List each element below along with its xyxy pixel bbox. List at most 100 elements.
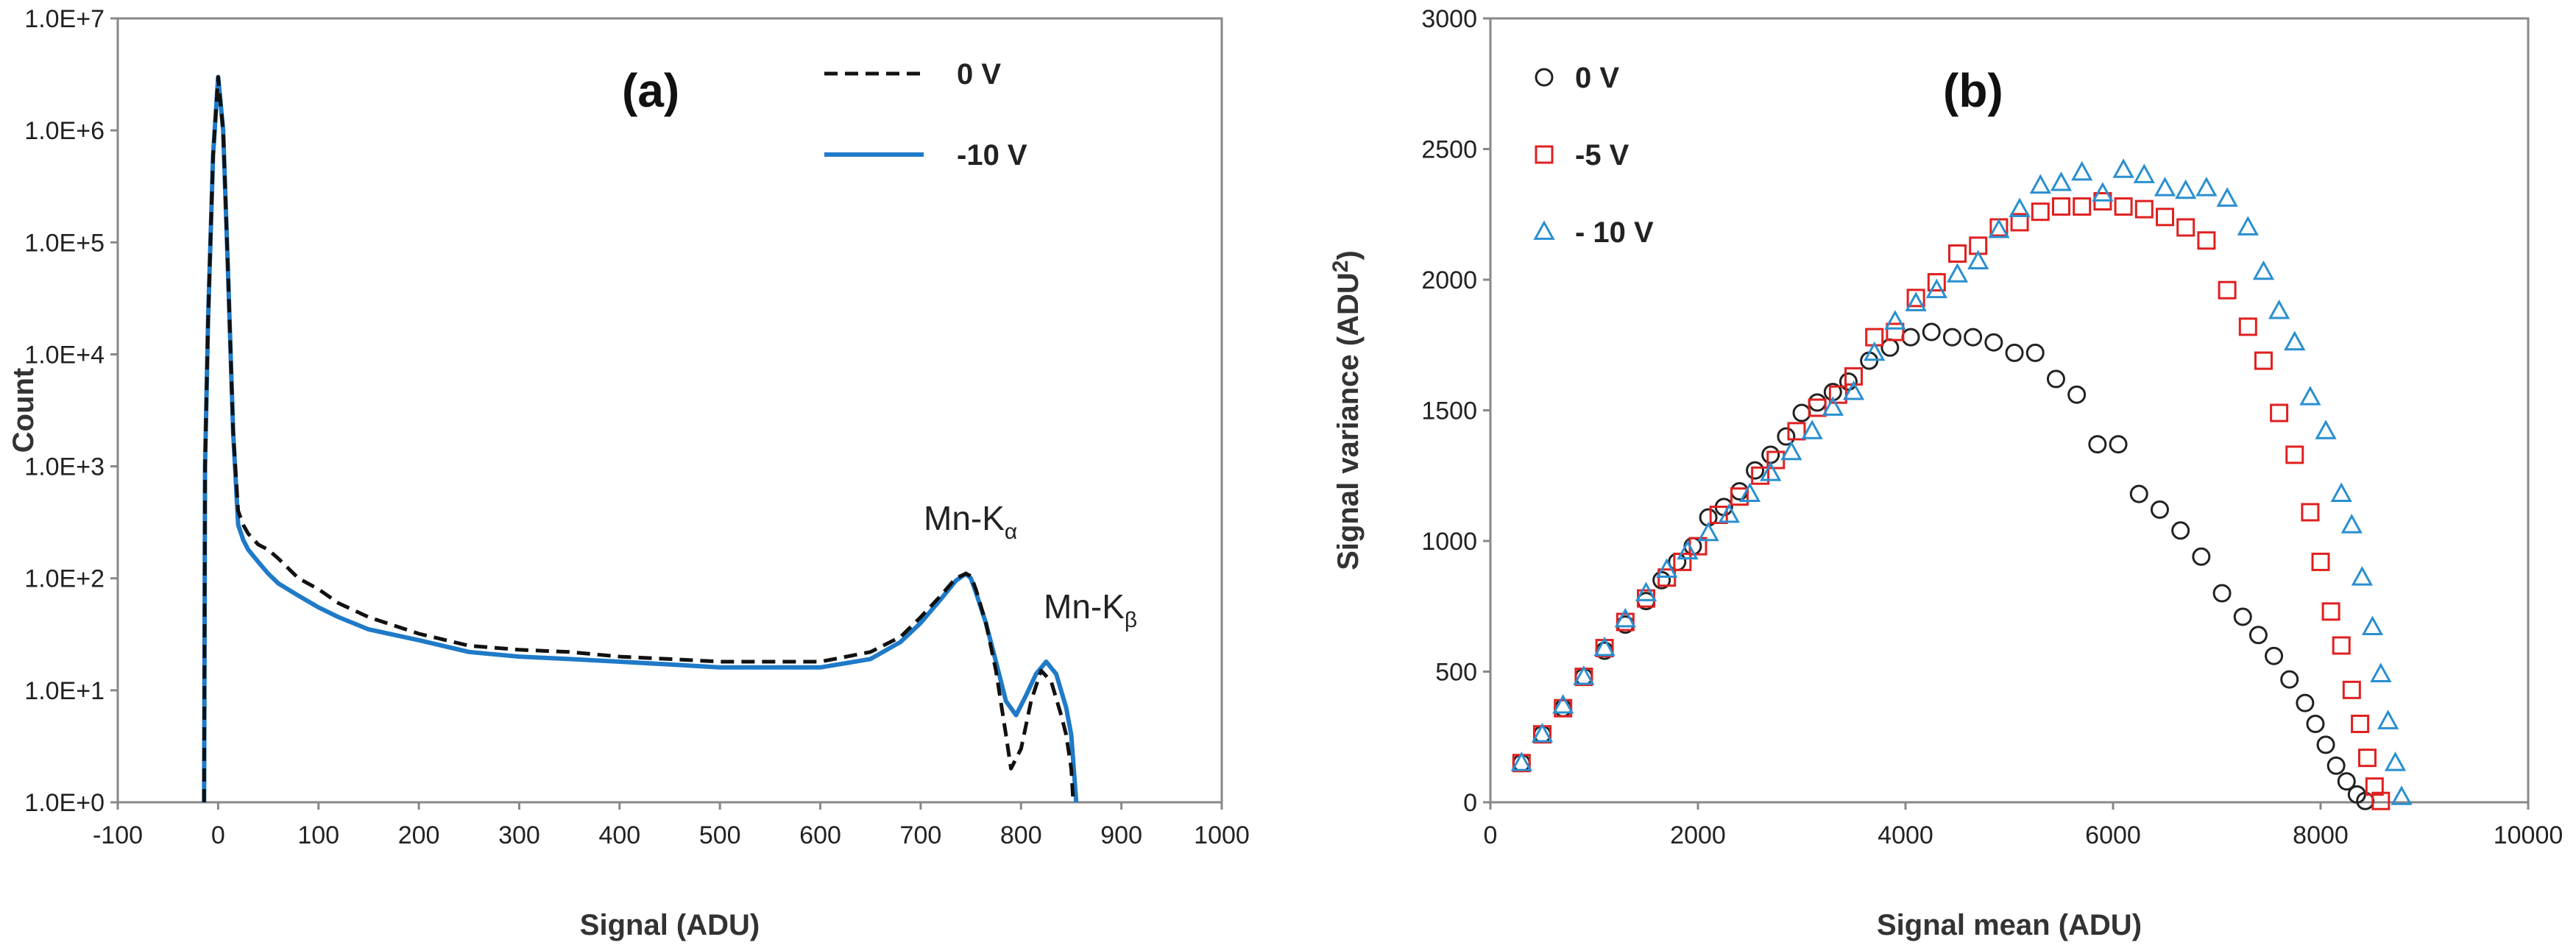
panel-a-annotation-sub: α xyxy=(1005,520,1017,544)
panel-b-point xyxy=(2092,182,2114,202)
panel-b-point xyxy=(1927,273,1946,292)
panel-b-legend-marker xyxy=(1533,220,1555,240)
panel-b-point xyxy=(2114,197,2133,216)
panel-a-plot-frame xyxy=(116,17,1223,804)
panel-b-point xyxy=(1510,751,1532,771)
panel-a-x-tick-label: 400 xyxy=(598,821,640,849)
panel-a-x-tick-label: 500 xyxy=(699,821,741,849)
panel-b-y-tick-label: 1000 xyxy=(1421,528,1477,556)
panel-b-point xyxy=(2316,735,2335,754)
panel-b-point xyxy=(1864,341,1886,361)
panel-a-y-tick-label: 1.0E+0 xyxy=(24,789,105,817)
panel-a-x-tick-label: 200 xyxy=(398,821,440,849)
panel-b-y-tick-label: 1500 xyxy=(1421,397,1477,425)
panel-b-y-axis-label: Signal variance (ADU2) xyxy=(1328,250,1365,570)
panel-a-y-axis-label: Count xyxy=(7,368,40,453)
panel-b-point xyxy=(2071,160,2093,181)
panel-b-point xyxy=(2031,202,2050,222)
panel-b-point xyxy=(2067,385,2087,404)
panel-b-legend-marker xyxy=(1535,145,1554,164)
panel-b-y-tick-label: 0 xyxy=(1463,789,1477,817)
panel-b-point xyxy=(1738,482,1761,503)
panel-b-point xyxy=(2357,749,2377,768)
panel-a-label: (a) xyxy=(622,64,679,117)
panel-b-point xyxy=(1709,506,1728,524)
panel-b-y-tick-label: 2000 xyxy=(1421,266,1477,294)
panel-b-point xyxy=(1922,322,1941,342)
panel-b-point xyxy=(1901,328,1920,347)
panel-b-legend-label: 0 V xyxy=(1575,62,1619,94)
panel-b-legend-marker xyxy=(1535,68,1554,87)
panel-b-point xyxy=(1697,521,1719,542)
panel-b-point xyxy=(1760,461,1782,481)
panel-a-y-tick-label: 1.0E+2 xyxy=(24,565,105,593)
panel-b-point xyxy=(2005,343,2024,362)
panel-a-annotation-sub: β xyxy=(1125,608,1137,632)
panel-b-point xyxy=(2195,177,2218,197)
panel-b-point xyxy=(2306,715,2325,733)
panel-a-x-axis-label: Signal (ADU) xyxy=(580,909,760,941)
panel-b-point xyxy=(1552,694,1574,714)
panel-b-point xyxy=(2171,521,2190,540)
panel-b-point xyxy=(2280,670,2299,689)
panel-b-point xyxy=(2175,179,2197,199)
panel-b-point xyxy=(1718,503,1740,523)
panel-b-point xyxy=(1677,540,1699,560)
panel-b-point xyxy=(1984,333,2003,352)
panel-b-point xyxy=(2284,330,2306,351)
panel-b-point xyxy=(2010,213,2029,232)
panel-b-x-tick-label: 4000 xyxy=(1878,821,1933,849)
panel-b-label: (b) xyxy=(1943,64,2003,117)
panel-b-point xyxy=(1906,289,1925,308)
panel-b-point xyxy=(1839,372,1858,391)
panel-b-y-axis-label-close: ) xyxy=(1332,250,1365,260)
panel-b-point xyxy=(1988,218,2010,238)
panel-b-point xyxy=(1905,291,1927,311)
panel-b-point xyxy=(1730,487,1749,506)
panel-b-point xyxy=(1925,278,1947,299)
panel-b-point xyxy=(2046,369,2065,389)
panel-a-x-tick-label: 600 xyxy=(799,821,841,849)
panel-b-point xyxy=(2218,280,2237,300)
panel-b-point xyxy=(2154,177,2176,197)
panel-b-point xyxy=(2371,791,2391,810)
panel-b-point xyxy=(2377,710,2399,729)
panel-b-x-tick-label: 0 xyxy=(1484,821,1498,849)
panel-b-point xyxy=(2330,482,2352,503)
panel-b-point xyxy=(2252,260,2275,280)
panel-a-legend-label: 0 V xyxy=(957,58,1001,91)
panel-b-point xyxy=(1808,393,1827,412)
panel-a-x-tick-label: 0 xyxy=(211,821,225,849)
panel-a-x-tick-label: 900 xyxy=(1100,821,1142,849)
panel-b-point xyxy=(2109,435,2128,454)
panel-b-series-1 xyxy=(1512,192,2391,810)
panel-b-point xyxy=(2311,552,2330,571)
panel-b-point xyxy=(1808,398,1827,417)
panel-b-point xyxy=(1593,636,1616,657)
panel-a: -100 0 100 200 300 400 500 600 700 800 900 1000 1.0E… xyxy=(7,5,1250,941)
panel-b-point xyxy=(1792,403,1811,422)
panel-b-point xyxy=(2365,777,2384,796)
panel-b-point xyxy=(2265,646,2284,665)
panel-b-point xyxy=(2340,514,2363,534)
panel-b-point xyxy=(1967,250,1989,270)
panel-b-point xyxy=(1884,310,1906,330)
panel-b-point xyxy=(1780,440,1802,461)
panel-a-y-tick-label: 1.0E+7 xyxy=(24,5,105,33)
panel-b-point xyxy=(2342,680,2361,699)
panel-b-point xyxy=(2351,715,2370,733)
panel-b-point xyxy=(1656,558,1678,578)
panel-b-point xyxy=(2029,174,2051,194)
panel-b-point xyxy=(2192,547,2211,566)
panel-b-point xyxy=(2088,435,2107,454)
panel-b-x-axis-label: Signal mean (ADU) xyxy=(1877,909,2142,941)
panel-b-point xyxy=(1964,328,1983,347)
panel-b-y-tick-label: 3000 xyxy=(1421,5,1477,33)
panel-b-point xyxy=(2361,615,2384,636)
panel-a-y-tick-label: 1.0E+5 xyxy=(24,229,105,257)
panel-b-point xyxy=(1880,338,1900,357)
panel-b-y-tick-label: 500 xyxy=(1435,659,1477,687)
panel-b-legend: 0 V -5 V - 10 V xyxy=(1533,62,1654,249)
panel-a-annotation: Mn-Kβ xyxy=(1044,587,1137,632)
